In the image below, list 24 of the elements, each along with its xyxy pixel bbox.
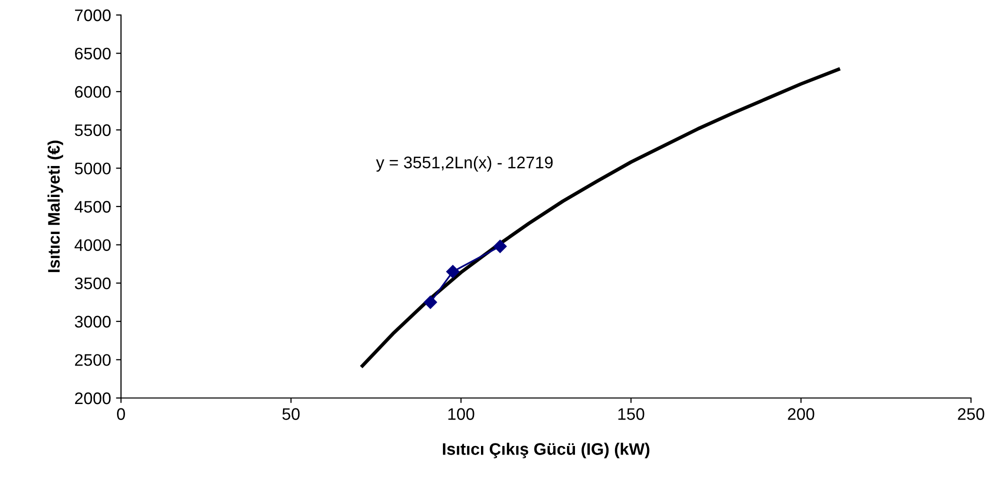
x-tick-label: 250 (958, 408, 984, 420)
y-tick-label: 4000 (74, 239, 111, 252)
line-series (360, 68, 840, 368)
annotation: y = 3551,2Ln(x) - 12719 (376, 156, 553, 172)
x-axis-title: Isıtıcı Çıkış Gücü (IG) (kW) (442, 442, 650, 458)
x-tick-label: 0 (117, 408, 125, 420)
point (424, 296, 437, 309)
x-tick-label: 150 (618, 408, 644, 420)
y-tick-label: 2500 (75, 354, 111, 366)
y-tick-label: 3500 (74, 278, 111, 290)
point (494, 240, 507, 253)
y-tick-label: 3000 (74, 316, 111, 328)
y-tick-label: 7000 (75, 9, 111, 22)
x-tick-label: 50 (282, 408, 300, 420)
y-tick-label: 4500 (74, 200, 111, 213)
y-tick-label: 5500 (74, 124, 111, 136)
point (446, 265, 460, 278)
x-tick-label: 100 (448, 408, 474, 420)
y-axis-title: Isıtıcı Maliyeti (€) (48, 140, 64, 272)
y-tick-label: 6500 (75, 48, 111, 60)
y-tick-label: 2000 (75, 392, 111, 404)
y-tick-label: 6000 (75, 86, 111, 98)
x-tick-label: 200 (788, 408, 814, 420)
y-tick-label: 5000 (74, 162, 111, 174)
